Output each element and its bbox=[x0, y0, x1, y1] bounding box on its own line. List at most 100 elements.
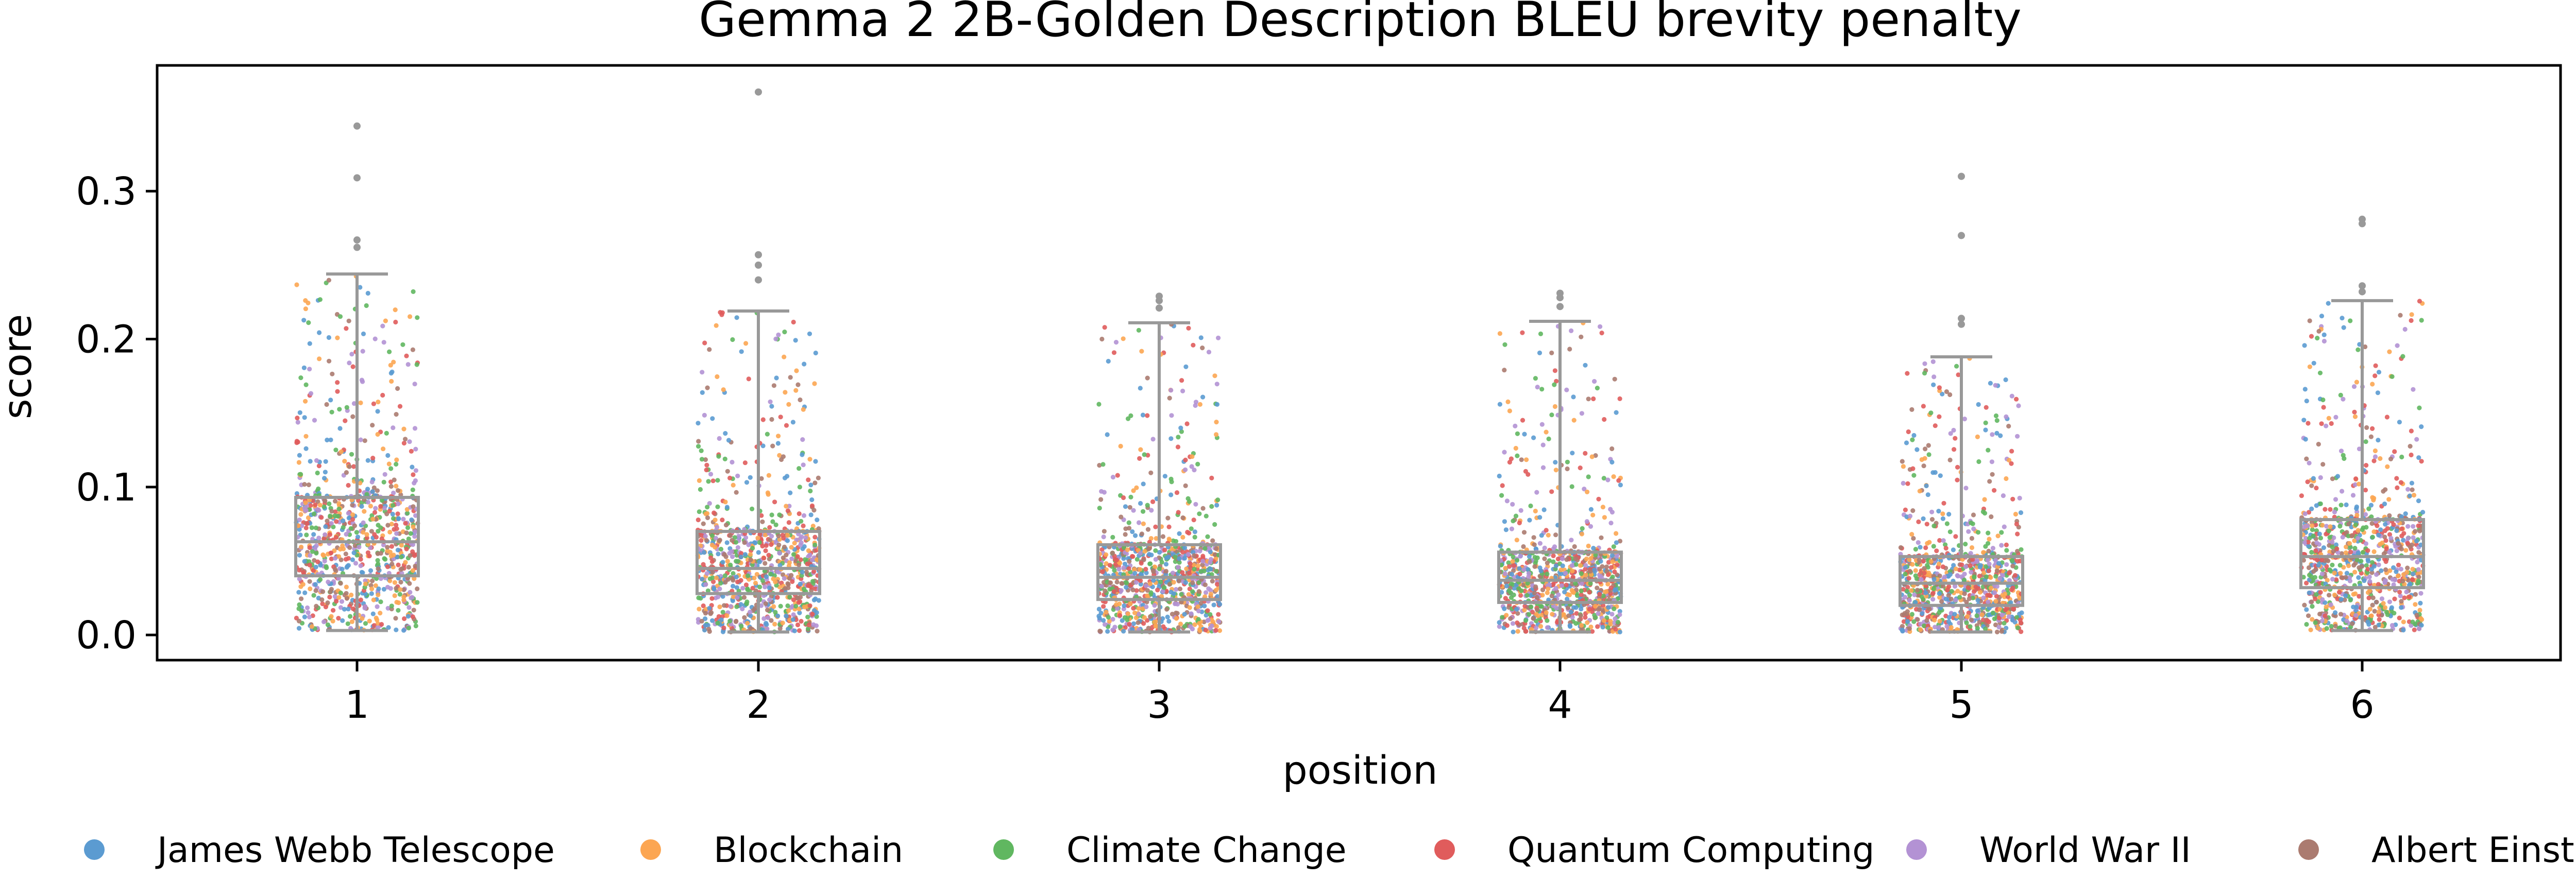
strip-point bbox=[812, 480, 818, 486]
strip-point bbox=[709, 543, 715, 548]
strip-point bbox=[1605, 572, 1611, 577]
strip-point bbox=[412, 553, 417, 558]
strip-point bbox=[1138, 572, 1143, 577]
strip-point bbox=[1517, 566, 1522, 571]
strip-point bbox=[1597, 606, 1602, 611]
strip-point bbox=[1556, 592, 1561, 597]
strip-point bbox=[1944, 521, 1950, 526]
strip-point bbox=[316, 463, 322, 469]
strip-point bbox=[1928, 559, 1934, 564]
strip-point bbox=[1927, 607, 1932, 612]
strip-point bbox=[335, 380, 340, 385]
strip-point bbox=[696, 517, 701, 523]
strip-point bbox=[1514, 558, 1520, 563]
strip-point bbox=[760, 443, 766, 448]
strip-point bbox=[414, 362, 419, 367]
strip-point bbox=[696, 617, 701, 622]
strip-point bbox=[1551, 553, 1556, 558]
strip-point bbox=[1186, 592, 1191, 597]
strip-point bbox=[2356, 575, 2361, 580]
strip-point bbox=[344, 591, 349, 596]
strip-point bbox=[1504, 623, 1510, 628]
strip-point bbox=[1551, 559, 1556, 564]
strip-point bbox=[1588, 524, 1594, 529]
strip-point bbox=[778, 415, 783, 420]
strip-point bbox=[1923, 446, 1928, 452]
strip-point bbox=[756, 550, 761, 555]
strip-point bbox=[1559, 583, 1564, 588]
strip-point bbox=[1137, 520, 1142, 525]
strip-point bbox=[775, 569, 780, 574]
strip-point bbox=[327, 532, 333, 537]
strip-point bbox=[1138, 386, 1143, 391]
strip-point bbox=[1519, 457, 1524, 462]
strip-point bbox=[1904, 589, 1909, 594]
strip-point bbox=[318, 577, 323, 582]
strip-point bbox=[2388, 456, 2394, 462]
strip-point bbox=[1537, 541, 1543, 546]
strip-point bbox=[1124, 585, 1129, 590]
strip-point bbox=[736, 533, 741, 539]
strip-point bbox=[1617, 609, 1622, 614]
strip-point bbox=[1938, 473, 1943, 478]
strip-point bbox=[371, 401, 377, 406]
strip-point bbox=[2389, 605, 2394, 610]
strip-point bbox=[374, 615, 379, 620]
strip-point bbox=[1127, 526, 1132, 531]
strip-point bbox=[1987, 479, 1992, 484]
strip-point bbox=[350, 512, 355, 517]
strip-point bbox=[1118, 514, 1124, 520]
strip-point bbox=[1900, 459, 1905, 464]
strip-point bbox=[384, 430, 389, 436]
plot-area bbox=[294, 88, 2426, 634]
strip-point bbox=[337, 314, 343, 319]
strip-point bbox=[1602, 515, 1607, 520]
strip-point bbox=[394, 412, 399, 417]
strip-point bbox=[1545, 625, 1550, 630]
strip-point bbox=[2007, 458, 2012, 463]
strip-point bbox=[767, 525, 772, 530]
strip-point bbox=[381, 586, 387, 592]
strip-point bbox=[764, 543, 769, 548]
strip-point bbox=[1518, 593, 1523, 598]
strip-point bbox=[1153, 548, 1158, 553]
strip-point bbox=[1518, 554, 1523, 559]
strip-point bbox=[2314, 503, 2319, 508]
strip-point bbox=[382, 472, 387, 477]
strip-point bbox=[338, 591, 344, 596]
strip-point bbox=[2323, 574, 2328, 579]
strip-point bbox=[1588, 568, 1593, 574]
strip-point bbox=[313, 588, 318, 593]
strip-point bbox=[1917, 572, 1922, 577]
strip-point bbox=[1497, 402, 1502, 407]
strip-point bbox=[731, 583, 736, 589]
strip-point bbox=[405, 362, 411, 367]
strip-point bbox=[715, 374, 720, 379]
strip-point bbox=[410, 487, 415, 492]
strip-point bbox=[1104, 552, 1109, 557]
strip-point bbox=[1215, 594, 1220, 599]
strip-point bbox=[2012, 573, 2018, 578]
strip-point bbox=[1141, 621, 1146, 626]
strip-point bbox=[1997, 576, 2003, 581]
strip-point bbox=[1513, 445, 1518, 451]
strip-point bbox=[1098, 497, 1104, 502]
strip-point bbox=[782, 576, 787, 581]
strip-point bbox=[1502, 368, 1507, 373]
strip-point bbox=[1553, 585, 1558, 591]
strip-point bbox=[1583, 566, 1588, 572]
strip-point bbox=[1599, 535, 1604, 540]
strip-point bbox=[1970, 557, 1975, 562]
strip-point bbox=[1153, 557, 1158, 562]
strip-point bbox=[1587, 590, 1592, 595]
strip-point bbox=[1527, 517, 1532, 523]
strip-point bbox=[363, 581, 368, 586]
strip-point bbox=[804, 570, 809, 575]
strip-point bbox=[401, 441, 407, 446]
strip-point bbox=[1941, 501, 1946, 506]
strip-point bbox=[295, 420, 300, 425]
strip-point bbox=[703, 623, 708, 628]
strip-point bbox=[385, 545, 390, 550]
strip-point bbox=[1197, 628, 1202, 633]
strip-point bbox=[801, 586, 807, 592]
